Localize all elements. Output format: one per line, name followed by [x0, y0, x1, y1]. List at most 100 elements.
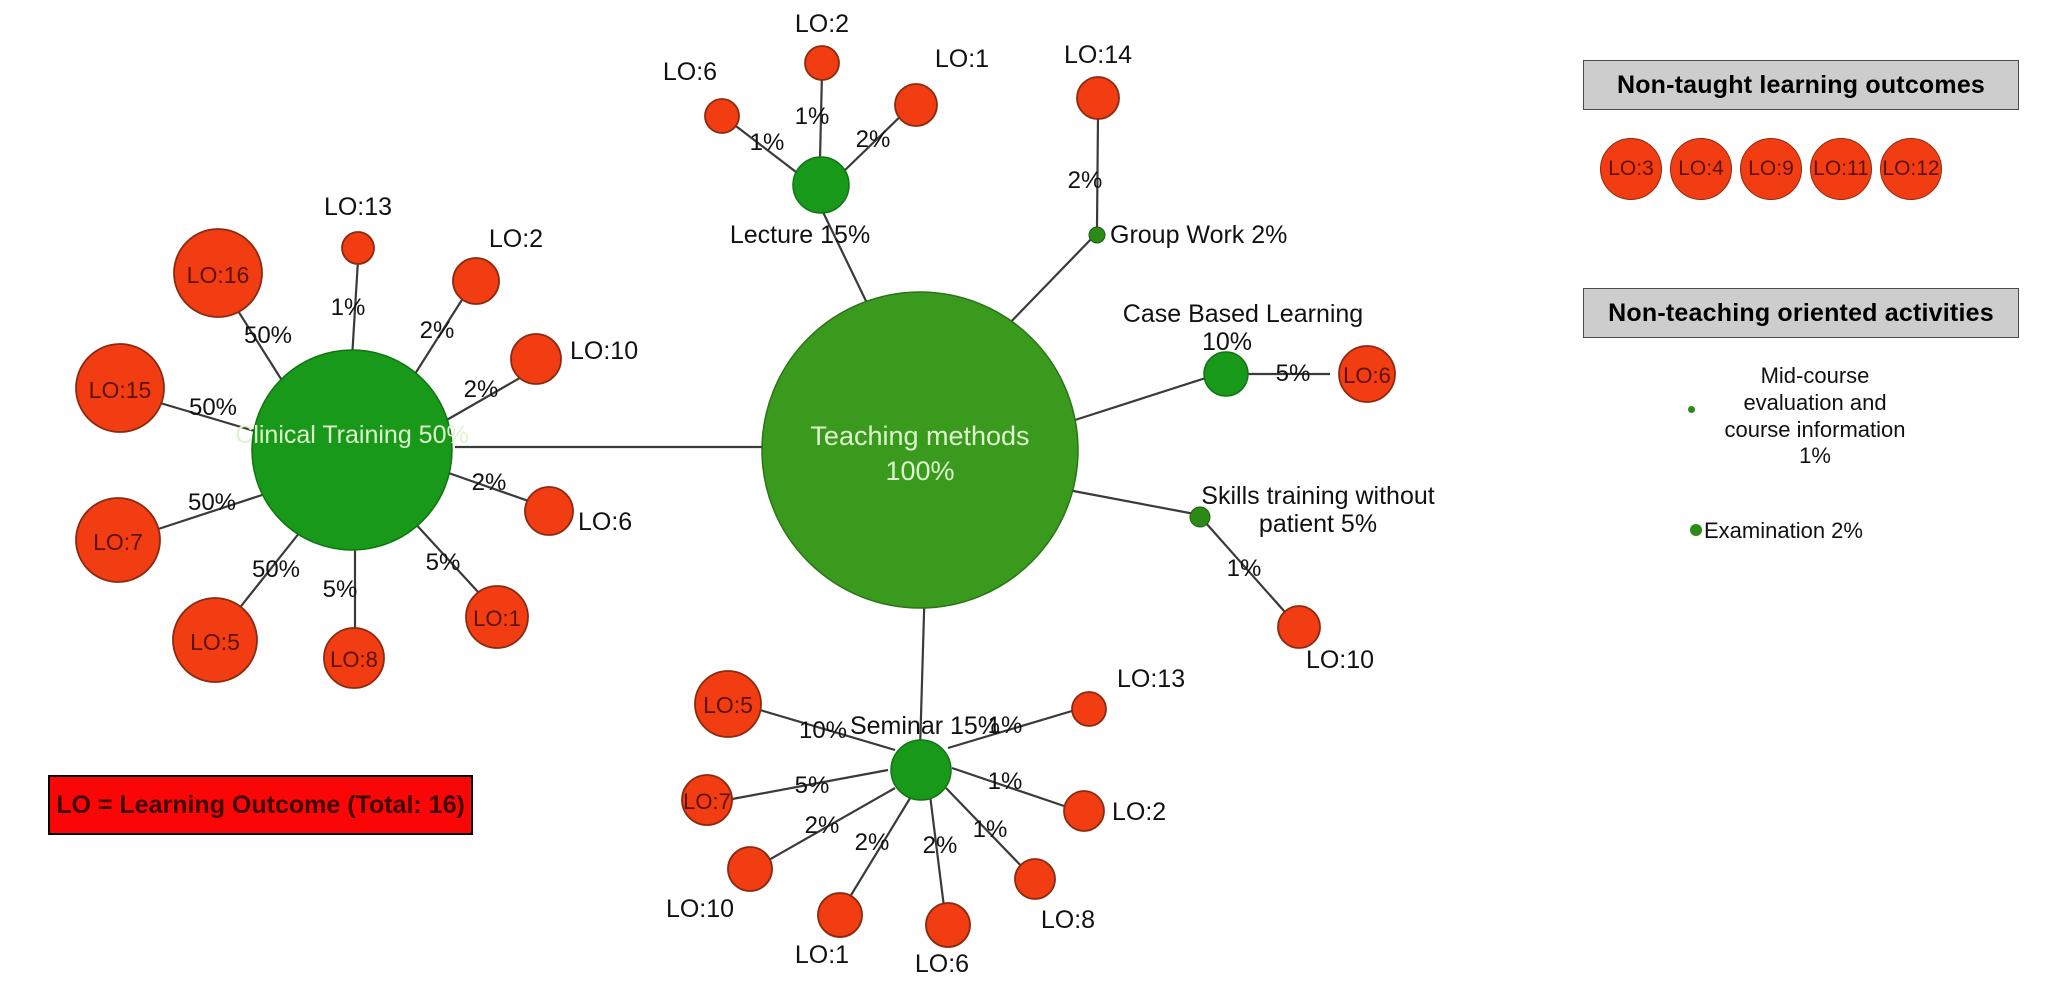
legend-lo-definition: LO = Learning Outcome (Total: 16)	[48, 775, 473, 835]
label-lo-6-sem: LO:6	[915, 950, 969, 978]
label-group-work: Group Work 2%	[1110, 221, 1287, 249]
node-lo-6-lec[interactable]	[704, 98, 740, 134]
node-teaching-methods[interactable]	[761, 291, 1079, 609]
label-lo-2-ct: LO:2	[489, 225, 543, 253]
label-cbl-l1: Case Based Learning	[1123, 300, 1363, 328]
label-lo-7-sem: LO:7	[683, 789, 731, 814]
edge-sem-lo2	[951, 766, 1071, 810]
legend-lo-badge[interactable]: LO:11	[1810, 138, 1872, 200]
edge-ct-lo5	[229, 531, 301, 621]
midcourse-line4: 1%	[1799, 443, 1831, 469]
legend-lo-badge[interactable]: LO:12	[1880, 138, 1942, 200]
legend-lo-definition-text: LO = Learning Outcome (Total: 16)	[56, 790, 465, 819]
label-lo-16: LO:16	[187, 262, 250, 288]
weight-sem-lo1: 2%	[855, 829, 890, 856]
edge-ct-lo6	[439, 468, 541, 507]
label-lo-1-sem: LO:1	[795, 941, 849, 969]
node-skills-training[interactable]	[1189, 506, 1211, 528]
edge-root-skills	[1067, 488, 1201, 517]
midcourse-dot-icon	[1688, 406, 1695, 413]
node-lecture[interactable]	[792, 156, 850, 214]
edge-ct-lo10	[437, 374, 526, 426]
node-lo-7-sem[interactable]	[681, 774, 733, 826]
node-lo-2-lec[interactable]	[804, 45, 840, 81]
legend-lo-label: LO:9	[1748, 157, 1794, 180]
node-lo-15[interactable]	[75, 343, 165, 433]
node-lo-13[interactable]	[341, 231, 375, 265]
weight-sem-lo2: 1%	[988, 768, 1023, 795]
edge-lec-lo6	[727, 119, 801, 176]
node-lo-2-ct[interactable]	[452, 257, 500, 305]
node-lo-14[interactable]	[1076, 76, 1120, 120]
label-lo-5-ct: LO:5	[190, 629, 240, 655]
node-lo-5-ct[interactable]	[172, 597, 258, 683]
midcourse-line3: course information	[1724, 416, 1906, 442]
label-skills-l2: patient 5%	[1259, 510, 1377, 538]
legend-activity-examination: Examination 2%	[1704, 518, 1964, 545]
edge-root-cbl	[1074, 373, 1216, 422]
label-lo-10-sem: LO:10	[666, 895, 734, 923]
node-lo-5-sem[interactable]	[694, 670, 762, 738]
legend-lo-label: LO:3	[1608, 157, 1654, 180]
label-skills-l1: Skills training without	[1201, 482, 1434, 510]
legend-lo-label: LO:11	[1813, 157, 1869, 180]
midcourse-line2: evaluation and	[1743, 389, 1887, 415]
node-lo-1-lec[interactable]	[894, 83, 938, 127]
edge-lec-lo2	[818, 71, 824, 161]
edge-sem-lo13	[947, 706, 1083, 750]
node-lo-7-ct[interactable]	[75, 497, 161, 583]
node-lo-16[interactable]	[173, 228, 263, 318]
label-lo-8-sem: LO:8	[1041, 906, 1095, 934]
label-lo-6-ct: LO:6	[578, 508, 632, 536]
label-lo-15: LO:15	[89, 377, 152, 403]
edge-ct-lo2	[407, 294, 466, 386]
node-group-work[interactable]	[1088, 226, 1106, 244]
edge-sem-lo10	[759, 787, 896, 866]
node-lo-10-st[interactable]	[1277, 605, 1321, 649]
legend-lo-badge[interactable]: LO:9	[1740, 138, 1802, 200]
weight-sem-lo8: 1%	[973, 816, 1008, 843]
node-clinical-training[interactable]	[251, 349, 453, 551]
weight-ct-lo6: 2%	[472, 469, 507, 496]
edge-sem-lo8	[945, 787, 1028, 873]
node-lo-6-sem[interactable]	[925, 902, 971, 948]
label-seminar: Seminar 15%	[850, 712, 1000, 740]
examination-label: Examination 2%	[1704, 518, 1863, 543]
label-lo-1-ct: LO:1	[473, 606, 521, 631]
node-lo-10-sem[interactable]	[727, 846, 773, 892]
label-lo-10-ct: LO:10	[570, 337, 638, 365]
node-lo-6-ct[interactable]	[524, 486, 574, 536]
node-lo-6-cbl[interactable]	[1338, 345, 1396, 403]
edge-root-groupwork	[1002, 234, 1096, 331]
legend-nonteaching-title: Non-teaching oriented activities	[1608, 298, 1994, 327]
node-lo-8-sem[interactable]	[1014, 858, 1056, 900]
edge-gw-lo14	[1095, 114, 1100, 229]
node-case-based-learning[interactable]	[1203, 351, 1249, 397]
node-lo-1-ct[interactable]	[465, 585, 529, 649]
edge-sem-lo7	[726, 768, 889, 802]
node-lo-1-sem[interactable]	[817, 892, 863, 938]
node-lo-13-sem[interactable]	[1071, 691, 1107, 727]
edge-sem-lo1	[844, 794, 913, 906]
weight-ct-lo2: 2%	[420, 317, 455, 344]
label-lo-6-cbl: LO:6	[1343, 363, 1391, 388]
weight-sem-lo7: 5%	[795, 772, 830, 799]
label-lo-13-sem: LO:13	[1117, 665, 1185, 693]
label-clinical-training: Clinical Training 50%	[235, 421, 468, 449]
node-lo-2-sem[interactable]	[1063, 790, 1105, 832]
legend-lo-badge[interactable]: LO:3	[1600, 138, 1662, 200]
legend-lo-badge[interactable]: LO:4	[1670, 138, 1732, 200]
edge-ct-lo1	[411, 519, 491, 606]
weight-sem-lo10: 2%	[805, 812, 840, 839]
weight-ct-lo15: 50%	[189, 394, 237, 421]
weight-lec-lo6: 1%	[750, 129, 785, 156]
label-teaching-methods-l1: Teaching methods	[810, 421, 1029, 451]
node-lo-8-ct[interactable]	[323, 627, 385, 689]
weight-ct-lo8: 5%	[323, 576, 358, 603]
label-lo-2-sem: LO:2	[1112, 798, 1166, 826]
node-lo-10-ct[interactable]	[510, 333, 562, 385]
legend-nontaught-title: Non-taught learning outcomes	[1616, 70, 1986, 99]
nodes-layer	[75, 45, 1396, 948]
node-seminar[interactable]	[890, 739, 952, 801]
